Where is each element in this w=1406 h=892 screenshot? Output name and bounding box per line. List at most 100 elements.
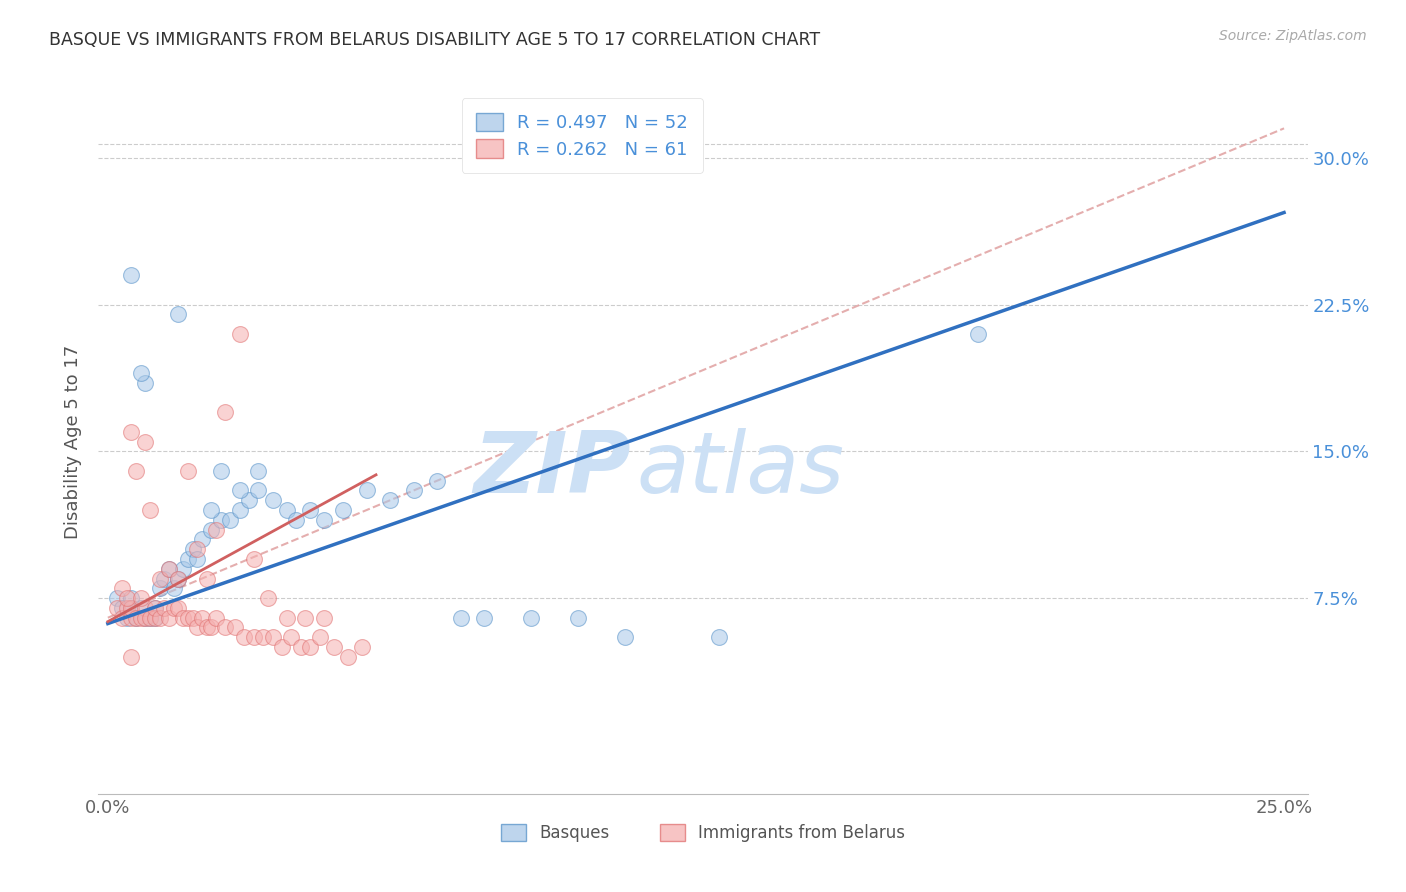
Point	[143, 611, 166, 625]
Point	[228, 483, 250, 498]
Point	[163, 601, 186, 615]
Point	[205, 523, 228, 537]
Point	[450, 611, 472, 625]
Text: ZIP: ZIP	[472, 428, 630, 511]
Point	[256, 591, 278, 606]
Point	[214, 405, 236, 419]
Point	[120, 649, 142, 664]
Point	[149, 582, 172, 596]
Point	[134, 601, 156, 615]
Point	[520, 611, 543, 625]
Point	[105, 591, 128, 606]
Point	[299, 503, 322, 517]
Point	[247, 483, 270, 498]
Point	[167, 601, 190, 615]
Point	[149, 611, 172, 625]
Point	[186, 620, 208, 634]
Point	[134, 376, 156, 390]
Point	[276, 503, 298, 517]
Point	[129, 611, 152, 625]
Point	[228, 503, 250, 517]
Point	[614, 630, 637, 644]
Point	[276, 611, 298, 625]
Point	[200, 503, 222, 517]
Point	[567, 611, 589, 625]
Point	[153, 601, 176, 615]
Point	[228, 326, 250, 341]
Point	[149, 572, 172, 586]
Y-axis label: Disability Age 5 to 17: Disability Age 5 to 17	[63, 344, 82, 539]
Point	[172, 562, 194, 576]
Point	[167, 572, 190, 586]
Text: atlas: atlas	[637, 428, 845, 511]
Point	[177, 611, 200, 625]
Point	[163, 582, 186, 596]
Point	[134, 434, 156, 449]
Point	[157, 611, 180, 625]
Text: BASQUE VS IMMIGRANTS FROM BELARUS DISABILITY AGE 5 TO 17 CORRELATION CHART: BASQUE VS IMMIGRANTS FROM BELARUS DISABI…	[49, 31, 820, 49]
Point	[332, 503, 354, 517]
Point	[402, 483, 425, 498]
Point	[177, 552, 200, 566]
Point	[209, 464, 232, 478]
Point	[129, 601, 152, 615]
Point	[214, 620, 236, 634]
Point	[472, 611, 495, 625]
Point	[350, 640, 373, 654]
Point	[426, 474, 449, 488]
Point	[224, 620, 246, 634]
Point	[205, 611, 228, 625]
Point	[314, 611, 336, 625]
Point	[378, 493, 401, 508]
Point	[139, 611, 162, 625]
Point	[186, 542, 208, 557]
Point	[290, 640, 312, 654]
Point	[186, 552, 208, 566]
Point	[111, 582, 134, 596]
Point	[322, 640, 344, 654]
Point	[262, 493, 284, 508]
Point	[252, 630, 274, 644]
Point	[143, 611, 166, 625]
Point	[115, 601, 138, 615]
Point	[120, 425, 142, 439]
Point	[181, 611, 204, 625]
Point	[177, 464, 200, 478]
Legend: Basques, Immigrants from Belarus: Basques, Immigrants from Belarus	[495, 817, 911, 849]
Point	[200, 523, 222, 537]
Point	[125, 464, 148, 478]
Point	[167, 572, 190, 586]
Point	[167, 307, 190, 321]
Point	[111, 611, 134, 625]
Point	[356, 483, 378, 498]
Point	[709, 630, 731, 644]
Point	[299, 640, 322, 654]
Point	[139, 503, 162, 517]
Point	[280, 630, 302, 644]
Point	[129, 366, 152, 380]
Point	[134, 611, 156, 625]
Point	[157, 562, 180, 576]
Point	[336, 649, 359, 664]
Point	[314, 513, 336, 527]
Point	[195, 572, 218, 586]
Point	[120, 268, 142, 282]
Point	[242, 630, 264, 644]
Point	[120, 611, 142, 625]
Point	[195, 620, 218, 634]
Point	[139, 611, 162, 625]
Point	[115, 591, 138, 606]
Point	[143, 601, 166, 615]
Point	[262, 630, 284, 644]
Point	[200, 620, 222, 634]
Point	[294, 611, 316, 625]
Point	[153, 572, 176, 586]
Point	[209, 513, 232, 527]
Point	[115, 611, 138, 625]
Point	[191, 533, 214, 547]
Point	[219, 513, 242, 527]
Point	[143, 601, 166, 615]
Point	[238, 493, 260, 508]
Point	[172, 611, 194, 625]
Point	[125, 611, 148, 625]
